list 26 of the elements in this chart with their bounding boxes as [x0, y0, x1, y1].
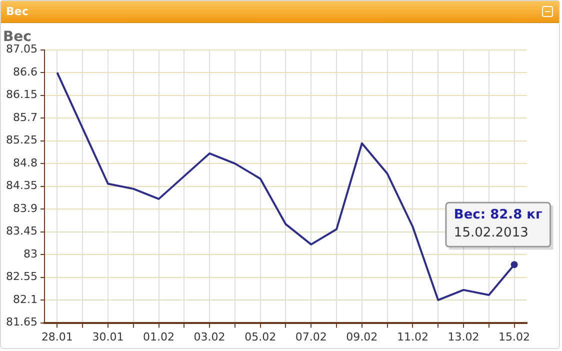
y-tick-label: 83.45 [6, 224, 38, 238]
x-tick-label: 09.02 [346, 330, 378, 344]
x-tick-label: 30.01 [92, 330, 124, 344]
y-tick-label: 85.25 [6, 134, 38, 147]
y-tick-label: 83 [23, 247, 38, 260]
x-tick-label: 28.01 [41, 330, 73, 344]
y-tick-label: 86.6 [12, 65, 38, 78]
x-tick-label: 01.02 [143, 330, 175, 344]
y-tick-label: 81.65 [6, 316, 38, 329]
y-tick-label: 87.05 [6, 42, 38, 56]
y-tick-label: 86.15 [6, 88, 38, 102]
x-tick-label: 05.02 [244, 330, 276, 344]
y-tick-label: 85.7 [12, 110, 38, 124]
x-tick-label: 13.02 [448, 330, 480, 344]
x-tick-label: 07.02 [295, 330, 327, 344]
x-tick-label: 03.02 [194, 330, 226, 344]
y-tick-label: 82.1 [12, 292, 38, 306]
chart-title: Вес [3, 29, 32, 46]
y-tick-label: 84.8 [12, 156, 38, 170]
y-tick-label: 83.9 [12, 202, 38, 215]
annotation: Вес: 82.8 кг 15.02.2013 [454, 208, 543, 241]
y-tick-label: 82.55 [6, 270, 38, 284]
x-tick-label: 11.02 [396, 330, 428, 344]
text: Вес [6, 5, 28, 18]
y-tick-label: 84.35 [6, 179, 38, 192]
x-tick-label: 15.02 [498, 330, 530, 344]
